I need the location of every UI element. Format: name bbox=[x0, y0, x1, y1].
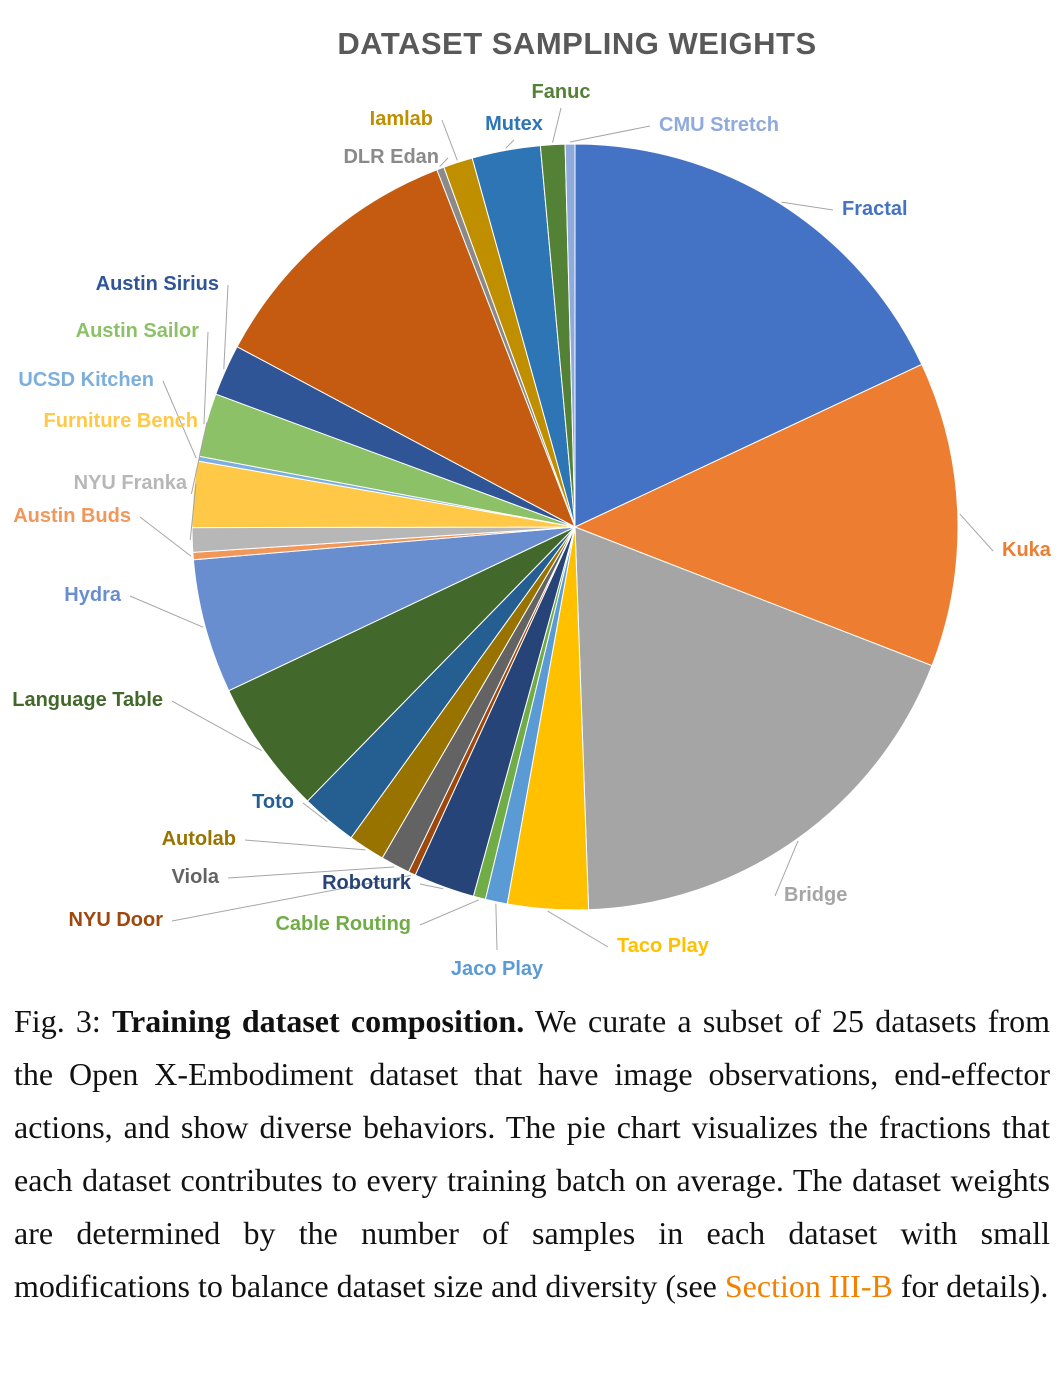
leader-line-fanuc bbox=[552, 107, 562, 143]
leader-line-iamlab bbox=[441, 119, 458, 161]
leader-line-cmu-stretch bbox=[569, 125, 651, 143]
caption-body-before-link: We curate a subset of 25 datasets from t… bbox=[14, 1003, 1051, 1304]
pie-slice-cmu-stretch bbox=[564, 143, 576, 528]
leader-line-viola bbox=[227, 866, 395, 879]
leader-line-roboturk bbox=[419, 883, 444, 890]
leader-line-toto bbox=[302, 802, 328, 823]
pie-slice-bridge bbox=[574, 526, 933, 911]
leader-line-austin-buds bbox=[139, 516, 192, 557]
pie-slice-kuka bbox=[573, 363, 959, 667]
leader-line-taco-play bbox=[547, 910, 609, 948]
leader-line-ucsd-kitchen bbox=[162, 380, 197, 459]
caption-body-after-link: for details). bbox=[892, 1268, 1049, 1304]
leader-line-dlr-edan bbox=[439, 157, 449, 167]
leader-line-kuka bbox=[959, 513, 994, 552]
leader-line-language-table bbox=[171, 700, 262, 752]
leader-line-autolab bbox=[244, 839, 366, 851]
pie-svg bbox=[129, 107, 994, 951]
pie-slice-language-table bbox=[228, 526, 576, 802]
leader-line-nyu-door bbox=[171, 874, 412, 922]
pie-chart-figure: DATASET SAMPLING WEIGHTS Fractal Kuka Brid… bbox=[12, 26, 1051, 979]
pie-slice-unlabeled bbox=[236, 169, 576, 529]
figure-caption: Fig. 3: Training dataset composition. We… bbox=[14, 995, 1050, 1313]
pie-slice-hydra bbox=[192, 526, 576, 692]
leader-line-hydra bbox=[129, 595, 204, 628]
leader-line-furniture-bench bbox=[190, 421, 208, 495]
leader-line-cable-routing bbox=[419, 899, 480, 926]
leader-line-austin-sirius bbox=[223, 284, 229, 370]
leader-line-bridge bbox=[774, 840, 799, 897]
section-link[interactable]: Section III-B bbox=[724, 1268, 893, 1304]
leader-line-nyu-franka bbox=[189, 483, 197, 541]
leader-line-mutex bbox=[505, 139, 515, 149]
leader-line-austin-sailor bbox=[203, 331, 209, 425]
caption-fig-label: Fig. 3: bbox=[14, 1003, 113, 1039]
caption-bold-title: Training dataset composition. bbox=[112, 1003, 525, 1039]
chart-title: DATASET SAMPLING WEIGHTS bbox=[337, 26, 817, 61]
leader-line-fractal bbox=[781, 201, 834, 211]
leader-line-jaco-play bbox=[495, 903, 498, 951]
pie-slice-fractal bbox=[574, 143, 923, 528]
